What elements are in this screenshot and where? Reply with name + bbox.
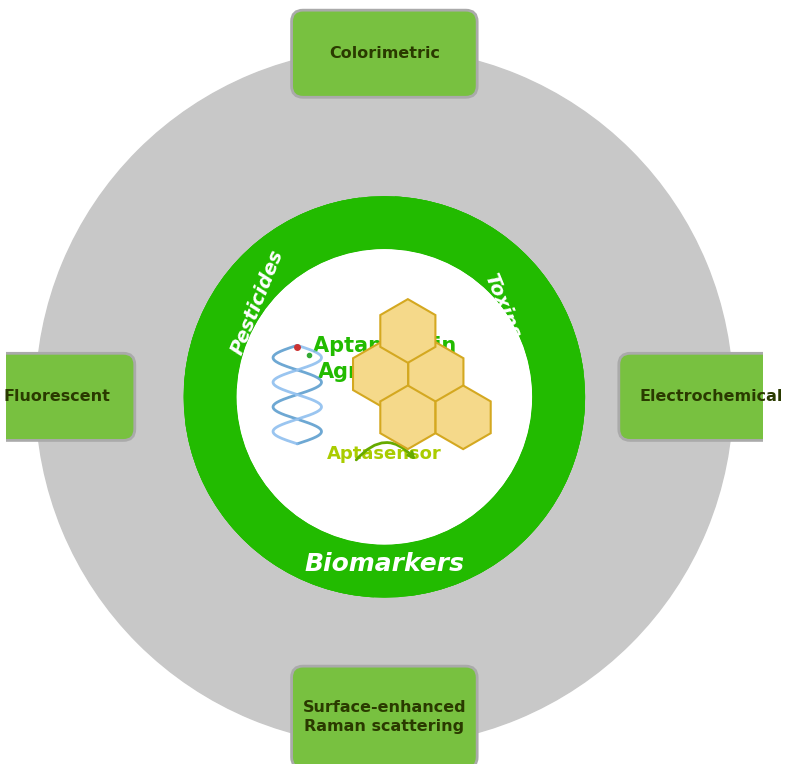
Text: Aptasensor: Aptasensor (327, 445, 442, 463)
Text: Pesticides: Pesticides (227, 247, 286, 358)
FancyBboxPatch shape (619, 353, 787, 440)
Text: Electrochemical: Electrochemical (640, 389, 783, 404)
Polygon shape (408, 342, 464, 406)
FancyBboxPatch shape (0, 353, 135, 440)
Wedge shape (184, 196, 585, 596)
FancyBboxPatch shape (292, 10, 477, 97)
Polygon shape (380, 299, 435, 363)
Text: Biomarkers: Biomarkers (305, 551, 464, 575)
Text: Surface-enhanced
Raman scattering: Surface-enhanced Raman scattering (302, 700, 466, 734)
Wedge shape (185, 197, 585, 598)
Text: Fluorescent: Fluorescent (4, 389, 111, 404)
Wedge shape (183, 197, 585, 598)
Text: Colorimetric: Colorimetric (329, 46, 440, 61)
Polygon shape (435, 386, 491, 449)
Polygon shape (380, 386, 435, 449)
Text: Toxins: Toxins (480, 271, 523, 342)
Text: Aptamers in
Agriculture: Aptamers in Agriculture (312, 336, 456, 382)
Circle shape (237, 249, 532, 544)
FancyBboxPatch shape (292, 666, 477, 769)
Polygon shape (353, 342, 408, 406)
Wedge shape (183, 196, 584, 598)
